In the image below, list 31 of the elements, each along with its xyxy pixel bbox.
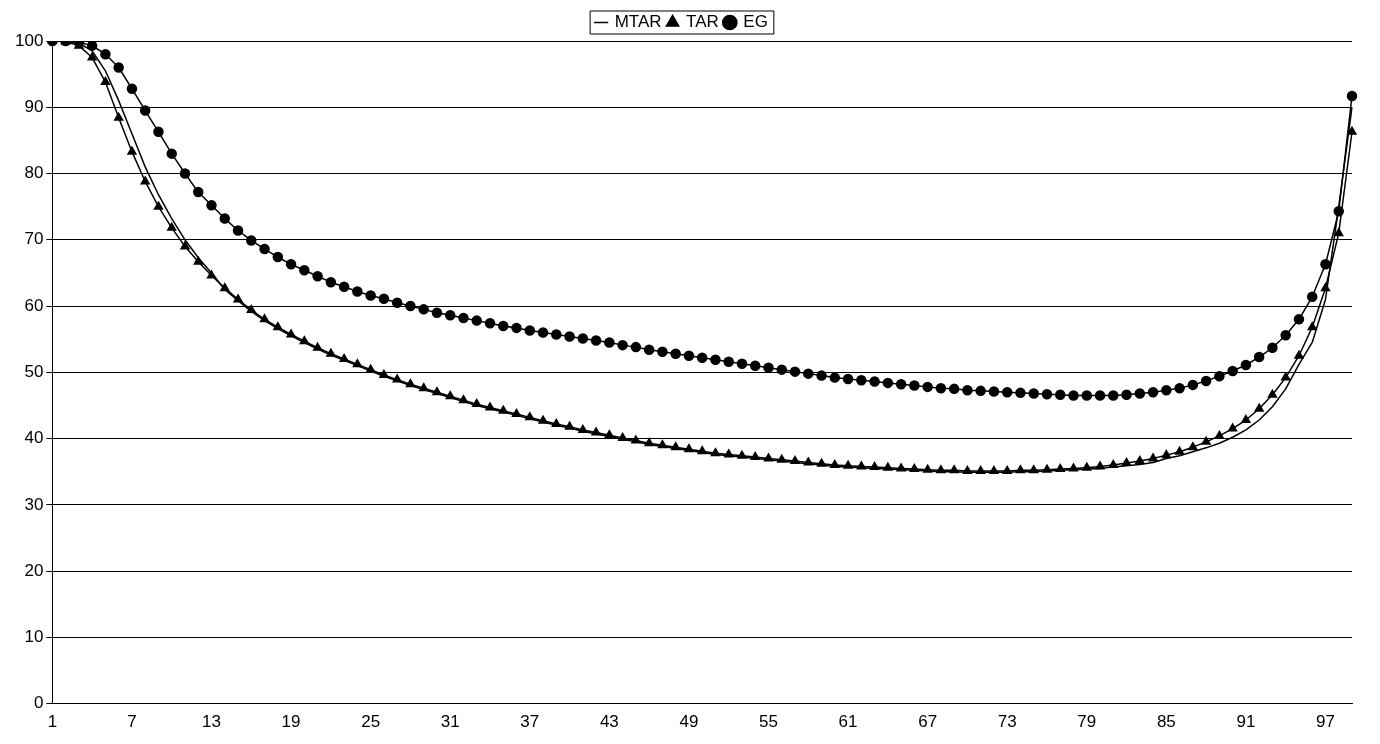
y-tick-label: 100 bbox=[14, 30, 44, 50]
y-tick-label: 90 bbox=[24, 96, 44, 116]
x-tick-label: 43 bbox=[599, 712, 619, 732]
x-tick-label: 55 bbox=[759, 712, 778, 732]
x-tick-label: 7 bbox=[127, 712, 137, 732]
x-tick-label: 1 bbox=[47, 712, 58, 732]
x-tick-label: 67 bbox=[918, 712, 938, 732]
y-tick-label: 0 bbox=[33, 693, 44, 713]
y-tick-label: 60 bbox=[24, 295, 44, 315]
y-tick-label: 80 bbox=[24, 163, 44, 183]
y-tick-label: 30 bbox=[24, 494, 44, 514]
legend-label: MTAR bbox=[614, 12, 662, 32]
legend-label: TAR bbox=[686, 12, 719, 32]
y-tick-label: 40 bbox=[24, 428, 44, 448]
x-tick-label: 49 bbox=[679, 712, 699, 732]
x-tick-label: 85 bbox=[1156, 712, 1176, 732]
y-tick-label: 70 bbox=[24, 229, 44, 249]
x-tick-label: 19 bbox=[281, 712, 301, 732]
x-tick-label: 31 bbox=[440, 712, 460, 732]
x-tick-label: 37 bbox=[520, 712, 540, 732]
x-tick-label: 25 bbox=[361, 712, 381, 732]
x-tick-label: 79 bbox=[1077, 712, 1097, 732]
x-tick-label: 97 bbox=[1316, 712, 1335, 732]
y-tick-label: 20 bbox=[24, 560, 44, 580]
legend-label: EG bbox=[743, 12, 768, 32]
y-tick-label: 10 bbox=[24, 627, 44, 647]
x-tick-label: 73 bbox=[997, 712, 1017, 732]
y-tick-label: 50 bbox=[24, 361, 44, 381]
x-tick-label: 13 bbox=[202, 712, 221, 732]
x-tick-label: 91 bbox=[1236, 712, 1256, 732]
x-tick-label: 61 bbox=[838, 712, 858, 732]
